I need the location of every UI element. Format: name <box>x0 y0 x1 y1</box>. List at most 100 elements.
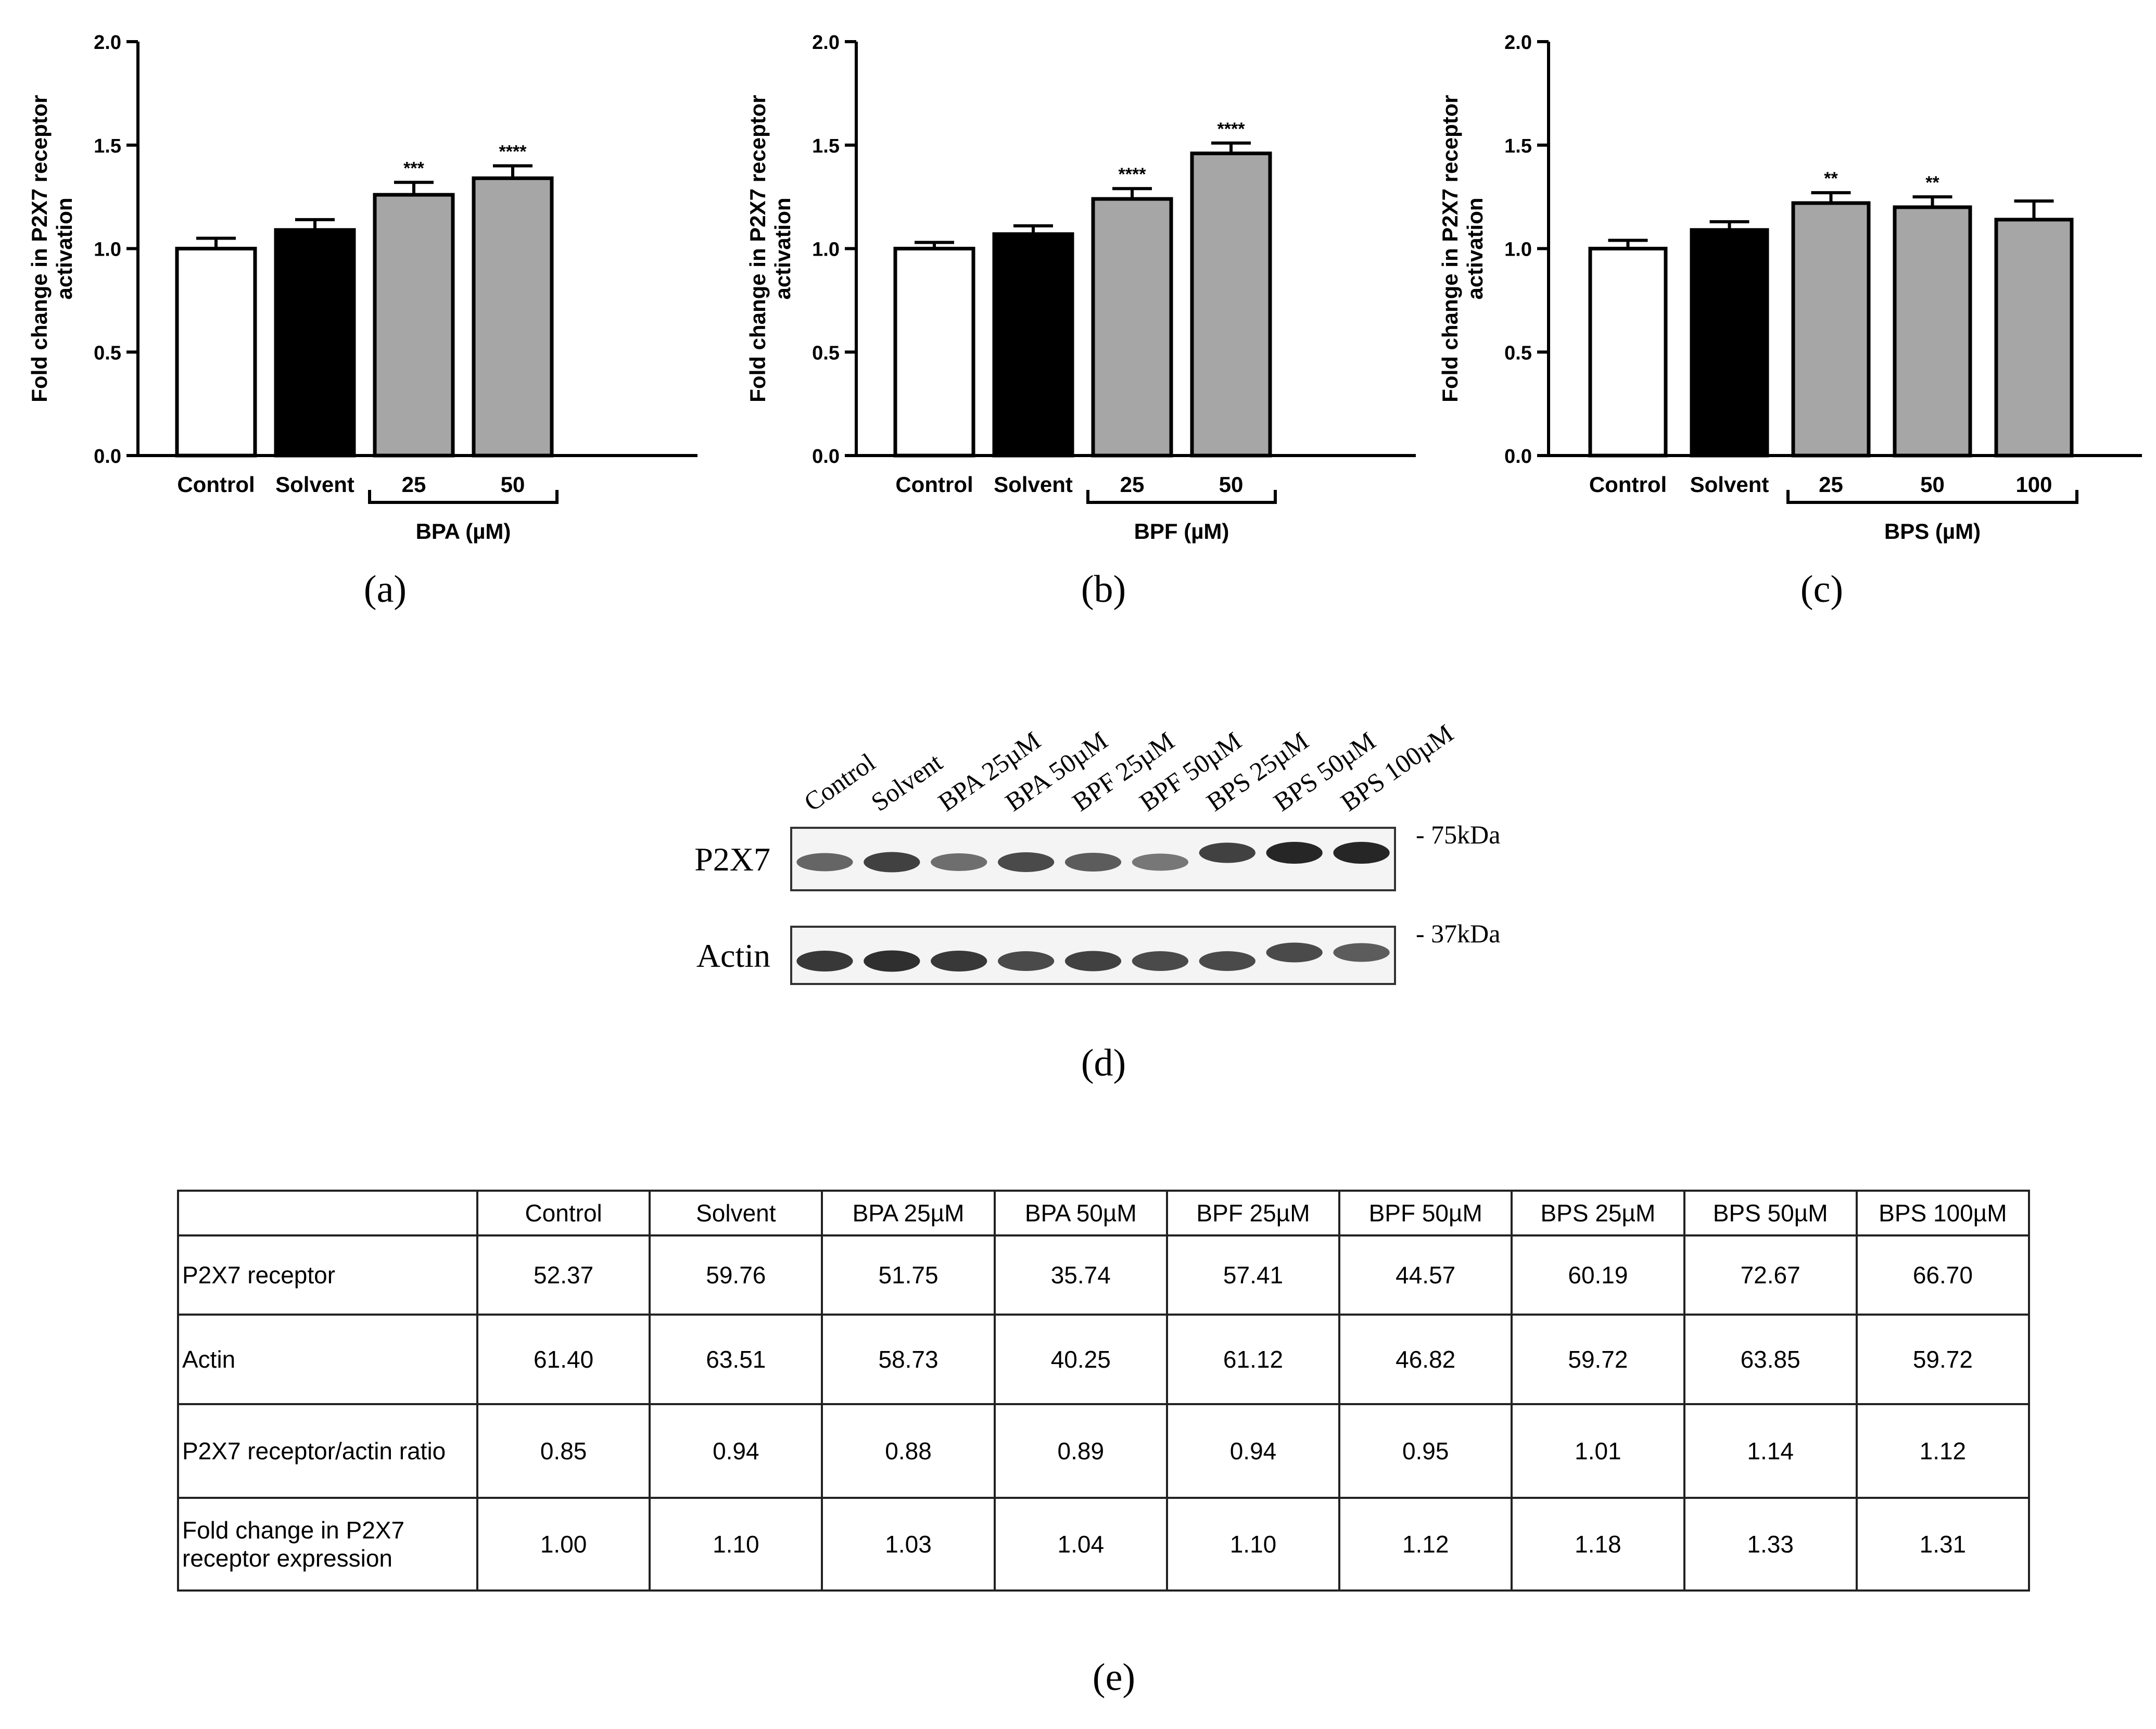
lane-label: Solvent <box>866 747 947 817</box>
table-row-header: Actin <box>177 1314 478 1405</box>
western-blot: Control Solvent BPA 25µM BPA 50µM BPF 25µM BP… <box>651 672 1588 1007</box>
bar <box>1994 218 2074 458</box>
significance-marker: ** <box>1925 173 1939 193</box>
protein-band <box>864 950 920 972</box>
group-bracket <box>1786 490 2078 504</box>
protein-band <box>796 951 853 971</box>
x-tick-label: 50 <box>1219 472 1244 497</box>
lane-label: Control <box>798 747 880 817</box>
table-header-cell: BPA 25µM <box>821 1190 996 1236</box>
bar <box>1893 205 1972 458</box>
table-cell: 57.41 <box>1165 1234 1341 1316</box>
protein-band <box>864 852 920 873</box>
table-cell: 1.14 <box>1683 1403 1858 1499</box>
bar <box>373 193 455 458</box>
chart-panel-b: Fold change in P2X7 receptoractivation 0.… <box>718 0 1416 562</box>
y-tick-label: 0.0 <box>1504 446 1532 468</box>
x-tick-label: Solvent <box>1690 472 1769 497</box>
y-axis-label: Fold change in P2X7 receptoractivation <box>745 95 795 402</box>
y-tick-label: 1.0 <box>1504 239 1532 261</box>
x-tick-label: Solvent <box>275 472 354 497</box>
y-tick-label: 2.0 <box>1504 32 1532 54</box>
protein-band <box>1064 951 1122 971</box>
table-cell: 59.76 <box>649 1234 823 1316</box>
significance-marker: ** <box>1824 169 1838 188</box>
table-header-cell <box>177 1190 478 1236</box>
table-header-cell: BPS 50µM <box>1683 1190 1858 1236</box>
table-row: P2X7 receptor 52.37 59.76 51.75 35.74 57… <box>177 1234 2031 1316</box>
bar <box>1791 201 1871 458</box>
panel-label-a: (a) <box>363 568 407 611</box>
table-cell: 63.51 <box>649 1314 823 1405</box>
table-cell: 59.72 <box>1855 1314 2031 1405</box>
table-cell: 1.12 <box>1338 1497 1513 1592</box>
table-cell: 1.10 <box>1165 1497 1341 1592</box>
protein-band <box>931 853 987 871</box>
table-header-cell: BPF 25µM <box>1165 1190 1341 1236</box>
y-tick-label: 1.5 <box>812 135 840 157</box>
table-header-cell: BPS 100µM <box>1855 1190 2031 1236</box>
y-tick-label: 0.5 <box>1504 342 1532 364</box>
protein-band <box>931 951 987 971</box>
protein-band <box>997 852 1055 872</box>
table-row: Fold change in P2X7 receptor expression … <box>177 1497 2031 1592</box>
x-tick-label: Solvent <box>994 472 1073 497</box>
table-cell: 0.88 <box>821 1403 996 1499</box>
chart-panel-c: Fold change in P2X7 receptoractivation 0.… <box>1411 0 2150 562</box>
table-header-cell: Solvent <box>649 1190 823 1236</box>
x-tick-label: 50 <box>501 472 525 497</box>
table-cell: 0.94 <box>1165 1403 1341 1499</box>
table-header-cell: BPF 50µM <box>1338 1190 1513 1236</box>
protein-band <box>1333 842 1390 864</box>
table-cell: 63.85 <box>1683 1314 1858 1405</box>
table-cell: 61.12 <box>1165 1314 1341 1405</box>
table-cell: 52.37 <box>476 1234 651 1316</box>
table-cell: 66.70 <box>1855 1234 2031 1316</box>
bar-chart-bps: Fold change in P2X7 receptoractivation 0.… <box>1438 32 2142 544</box>
panel-label-b: (b) <box>1081 568 1126 611</box>
x-tick-label: Control <box>895 472 973 497</box>
table-cell: 59.72 <box>1511 1314 1685 1405</box>
protein-band <box>1064 853 1122 872</box>
significance-marker: **** <box>499 142 527 162</box>
y-axis-label: Fold change in P2X7 receptoractivation <box>1438 95 1487 402</box>
significance-marker: **** <box>1217 119 1246 139</box>
x-tick-label: 25 <box>1819 472 1843 497</box>
table-cell: 72.67 <box>1683 1234 1858 1316</box>
x-tick-label: 50 <box>1920 472 1945 497</box>
table-cell: 51.75 <box>821 1234 996 1316</box>
protein-band <box>1132 951 1189 971</box>
blot-row-label: Actin <box>696 937 770 974</box>
y-axis-label: Fold change in P2X7 receptoractivation <box>27 95 77 402</box>
y-tick-label: 1.5 <box>1504 135 1532 157</box>
bar-chart-bpf: Fold change in P2X7 receptoractivation 0.… <box>745 32 1416 544</box>
panel-label-d: (d) <box>1081 1042 1126 1084</box>
table-cell: 1.03 <box>821 1497 996 1592</box>
blot-row-label: P2X7 <box>694 841 770 878</box>
table-header-cell: Control <box>476 1190 651 1236</box>
y-tick-label: 1.0 <box>812 239 840 261</box>
significance-marker: *** <box>403 158 424 178</box>
table-cell: 1.31 <box>1855 1497 2031 1592</box>
panel-label-c: (c) <box>1800 568 1844 611</box>
protein-band <box>1199 951 1255 971</box>
table-row: Actin 61.40 63.51 58.73 40.25 61.12 46.8… <box>177 1314 2031 1405</box>
y-tick-label: 1.0 <box>94 239 121 261</box>
table-cell: 44.57 <box>1338 1234 1513 1316</box>
y-tick-label: 1.5 <box>94 135 121 157</box>
y-tick-label: 2.0 <box>812 32 840 54</box>
protein-band <box>796 853 853 872</box>
chart-panel-a: Fold change in P2X7 receptoractivation 0.… <box>0 0 697 562</box>
table-cell: 1.00 <box>476 1497 651 1592</box>
molecular-weight-marker: - 37kDa <box>1416 919 1500 948</box>
bar <box>274 228 356 458</box>
table-cell: 0.94 <box>649 1403 823 1499</box>
table-cell: 0.85 <box>476 1403 651 1499</box>
y-tick-label: 0.5 <box>812 342 840 364</box>
bar <box>992 232 1074 458</box>
group-bracket <box>368 490 559 504</box>
bar-chart-bpa: Fold change in P2X7 receptoractivation 0.… <box>27 32 697 544</box>
group-label: BPF (µM) <box>1134 519 1229 544</box>
bar <box>893 247 975 458</box>
